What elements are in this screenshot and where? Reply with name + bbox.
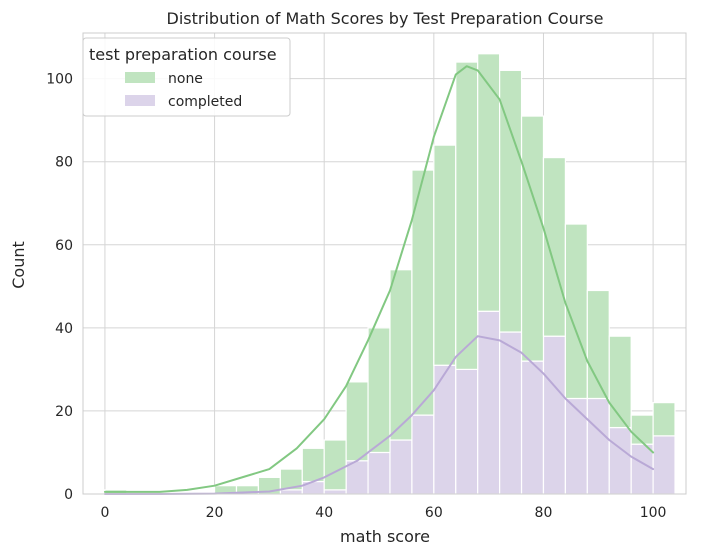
bar-none [630,414,654,445]
y-tick-label: 80 [55,155,73,171]
bar-completed [520,360,545,495]
bar-completed [411,414,435,495]
x-tick-label: 100 [640,505,667,521]
kde-lines [103,65,655,495]
legend-title: test preparation course [89,45,277,64]
bar-completed [608,426,632,495]
bar-completed [630,443,654,495]
y-tick-label: 0 [64,487,73,503]
bar-completed [455,368,479,495]
x-tick-label: 20 [206,505,224,521]
kde-line-none [103,65,655,493]
legend-label-completed: completed [168,94,242,110]
x-tick-label: 80 [535,505,553,521]
bar-completed [279,489,303,495]
y-axis-label: Count [9,241,28,289]
bar-none [542,156,566,337]
chart-title: Distribution of Math Scores by Test Prep… [167,9,604,28]
bar-none [301,447,325,483]
bar-none [323,439,347,491]
y-tick-label: 40 [55,321,73,337]
legend-label-none: none [168,71,203,87]
bar-completed [389,439,413,495]
bar-completed [542,335,566,495]
bar-completed [367,451,391,495]
bar-none [608,335,632,429]
legend: test preparation course none completed [82,37,291,117]
bar-none [367,327,391,454]
bar-completed [652,435,676,495]
bar-completed [323,489,347,495]
bar-completed [499,331,523,495]
x-ticks: 0 20 40 60 80 100 [100,505,666,521]
y-tick-label: 100 [46,72,73,88]
bar-completed [586,397,610,495]
plot-frame [82,32,687,495]
bar-none [652,402,676,437]
bar-none [433,144,457,366]
bar-none [520,115,545,362]
y-tick-label: 60 [55,238,73,254]
bar-none [455,61,479,371]
y-ticks: 0 20 40 60 80 100 [46,72,73,503]
bar-none [477,53,501,312]
x-tick-label: 40 [315,505,333,521]
bar-completed [564,397,588,495]
bar-none [389,269,413,441]
x-tick-label: 0 [100,505,109,521]
x-axis-label: math score [340,527,430,546]
bars [104,53,676,495]
bar-none [345,381,369,462]
y-tick-label: 20 [55,404,73,420]
legend-swatch-none [125,72,155,83]
kde-line-completed [103,335,655,495]
x-tick-label: 60 [425,505,443,521]
legend-swatch-completed [125,95,155,106]
